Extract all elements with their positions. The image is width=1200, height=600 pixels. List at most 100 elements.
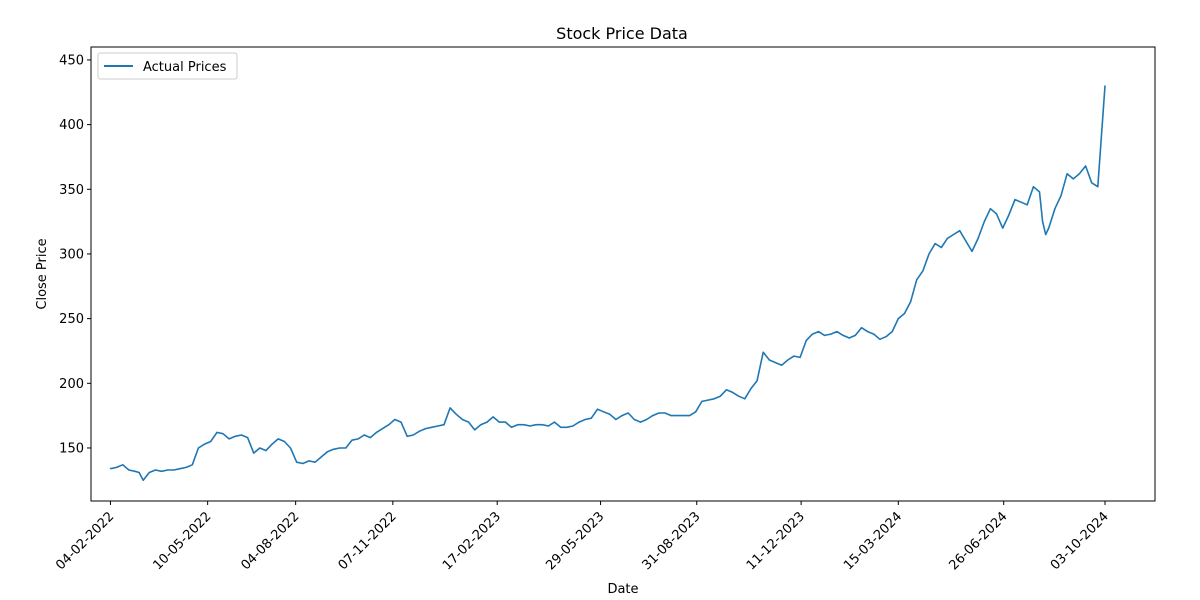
x-axis-label: Date	[607, 582, 638, 597]
x-tick-label: 15-03-2024	[841, 509, 905, 573]
data-point	[1008, 214, 1010, 216]
data-point	[836, 330, 838, 333]
data-point	[566, 426, 568, 428]
data-point	[138, 471, 140, 474]
data-point	[388, 424, 390, 426]
data-point	[781, 364, 783, 366]
data-point	[253, 452, 255, 454]
data-point	[768, 359, 770, 361]
data-point	[873, 333, 875, 335]
series-line-actual-prices	[110, 85, 1106, 482]
data-point	[799, 356, 801, 359]
data-point	[1041, 221, 1044, 223]
x-tick-label: 07-11-2022	[336, 509, 400, 573]
data-point	[1066, 173, 1068, 175]
data-point	[977, 237, 979, 240]
data-point	[1026, 204, 1028, 206]
data-point	[228, 438, 230, 440]
chart-title: Stock Price Data	[556, 24, 688, 43]
data-point	[271, 443, 273, 445]
data-point	[246, 437, 249, 439]
data-point	[191, 464, 193, 466]
data-point	[744, 398, 746, 400]
x-axis: 04-02-2022 10-05-2022 04-08-2022 07-11-2022…	[53, 501, 1112, 573]
y-tick-label: 250	[59, 312, 84, 327]
data-point	[240, 434, 243, 436]
legend-label: Actual Prices	[143, 60, 227, 75]
data-point	[424, 427, 427, 430]
data-point	[842, 334, 844, 337]
data-point	[535, 424, 537, 426]
data-point	[1104, 85, 1106, 87]
y-tick-label: 150	[59, 441, 84, 456]
data-point	[474, 429, 476, 431]
data-point	[646, 418, 648, 421]
data-point	[154, 469, 157, 471]
data-point	[1054, 208, 1056, 210]
data-point	[1045, 233, 1047, 236]
data-point	[115, 466, 118, 468]
data-point	[326, 451, 328, 453]
data-point	[265, 449, 267, 452]
data-point	[400, 421, 402, 423]
data-point	[897, 318, 899, 320]
data-point	[553, 421, 556, 423]
data-point	[234, 435, 236, 437]
data-point	[1060, 195, 1062, 197]
data-point	[277, 438, 279, 440]
data-point	[989, 208, 992, 210]
data-point	[1097, 186, 1099, 188]
data-point	[922, 270, 924, 272]
data-point	[707, 399, 709, 401]
data-point	[928, 253, 930, 255]
data-point	[731, 391, 734, 393]
data-point	[952, 233, 955, 236]
x-tick-label: 10-05-2022	[150, 509, 214, 573]
data-point	[197, 447, 200, 449]
data-point	[296, 461, 298, 463]
data-point	[498, 421, 500, 423]
data-point	[621, 415, 623, 417]
data-point	[480, 424, 482, 426]
data-point	[603, 411, 605, 413]
data-point	[406, 435, 408, 437]
data-point	[1084, 165, 1087, 167]
data-point	[1078, 173, 1081, 175]
data-point	[860, 327, 863, 329]
data-point	[916, 279, 918, 281]
data-point	[578, 421, 580, 423]
data-point	[412, 434, 414, 436]
y-tick-label: 350	[59, 183, 84, 198]
data-point	[891, 330, 893, 333]
data-point	[394, 418, 396, 421]
x-tick-label: 03-10-2024	[1048, 509, 1112, 573]
data-points	[109, 85, 1106, 481]
data-point	[161, 470, 163, 472]
data-point	[216, 431, 218, 434]
data-point	[959, 230, 961, 232]
data-point	[431, 426, 433, 428]
data-point	[148, 471, 150, 474]
data-point	[590, 417, 592, 419]
data-point	[332, 448, 335, 450]
x-tick-label: 26-06-2024	[946, 509, 1010, 573]
data-point	[339, 447, 341, 449]
data-point	[418, 430, 421, 432]
data-point	[1014, 199, 1016, 201]
data-point	[363, 434, 365, 436]
data-point	[560, 426, 562, 428]
data-point	[517, 424, 519, 426]
data-point	[596, 408, 599, 410]
data-point	[504, 421, 506, 423]
data-point	[682, 415, 685, 417]
data-point	[455, 413, 457, 415]
data-point	[467, 421, 470, 423]
data-point	[879, 338, 881, 340]
data-point	[510, 426, 513, 428]
data-point	[302, 462, 304, 465]
data-point	[1002, 227, 1004, 229]
data-point	[128, 469, 130, 471]
data-point	[652, 415, 654, 417]
data-point	[701, 400, 703, 403]
legend: Actual Prices	[97, 52, 238, 80]
